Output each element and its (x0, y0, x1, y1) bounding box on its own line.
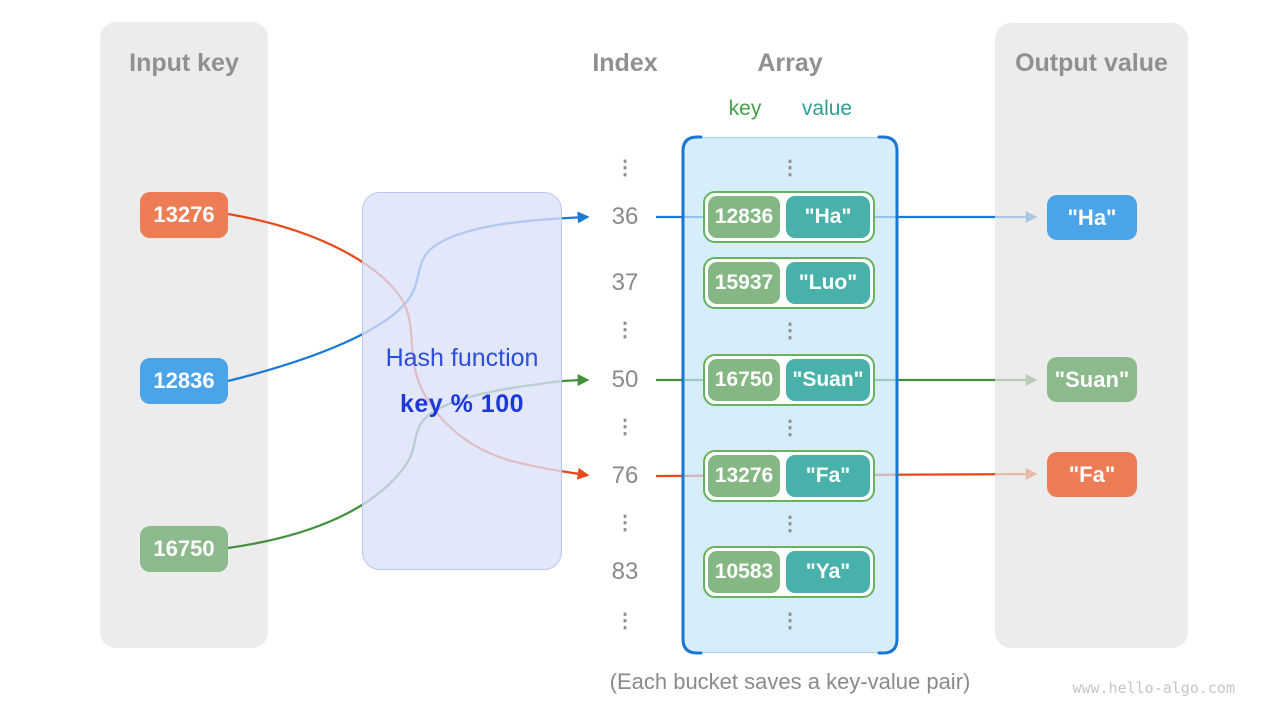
index-ellipsis: ⋮ (615, 512, 635, 534)
output-value-panel (995, 23, 1188, 648)
hash-function-box (362, 192, 562, 570)
array-ellipsis: ⋮ (780, 320, 800, 342)
output-value-title: Output value (1015, 49, 1168, 77)
pair-value: "Luo" (786, 262, 870, 304)
figure-caption: (Each bucket saves a key-value pair) (609, 669, 971, 694)
input-key-13276: 13276 (140, 192, 228, 238)
array-ellipsis: ⋮ (780, 157, 800, 179)
array-value-label: value (801, 97, 853, 120)
watermark: www.hello-algo.com (1072, 679, 1235, 697)
pair-value: "Suan" (786, 359, 870, 401)
input-key-12836: 12836 (140, 358, 228, 404)
array-ellipsis: ⋮ (780, 417, 800, 439)
array-ellipsis: ⋮ (780, 513, 800, 535)
pair-key: 15937 (708, 262, 780, 304)
output-value-fa: "Fa" (1047, 452, 1137, 497)
index-ellipsis: ⋮ (615, 157, 635, 179)
index-36: 36 (611, 203, 639, 230)
bucket-pair: 10583 "Ya" (703, 546, 875, 598)
output-value-suan: "Suan" (1047, 357, 1137, 402)
input-key-16750: 16750 (140, 526, 228, 572)
array-title: Array (757, 49, 823, 77)
bucket-pair: 16750 "Suan" (703, 354, 875, 406)
index-ellipsis: ⋮ (615, 416, 635, 438)
index-76: 76 (611, 462, 639, 489)
array-ellipsis: ⋮ (780, 610, 800, 632)
pair-key: 10583 (708, 551, 780, 593)
pair-key: 13276 (708, 455, 780, 497)
output-value-ha: "Ha" (1047, 195, 1137, 240)
index-37: 37 (611, 269, 639, 296)
pair-value: "Fa" (786, 455, 870, 497)
index-ellipsis: ⋮ (615, 319, 635, 341)
pair-value: "Ha" (786, 196, 870, 238)
bucket-pair: 15937 "Luo" (703, 257, 875, 309)
index-50: 50 (611, 366, 639, 393)
hash-function-formula: key % 100 (399, 390, 525, 418)
bucket-pair: 12836 "Ha" (703, 191, 875, 243)
index-83: 83 (611, 558, 639, 585)
index-title: Index (592, 49, 658, 77)
input-key-title: Input key (129, 49, 239, 77)
pair-value: "Ya" (786, 551, 870, 593)
hash-function-label: Hash function (385, 344, 539, 372)
pair-key: 12836 (708, 196, 780, 238)
array-key-label: key (728, 97, 762, 120)
bucket-pair: 13276 "Fa" (703, 450, 875, 502)
pair-key: 16750 (708, 359, 780, 401)
index-ellipsis: ⋮ (615, 610, 635, 632)
